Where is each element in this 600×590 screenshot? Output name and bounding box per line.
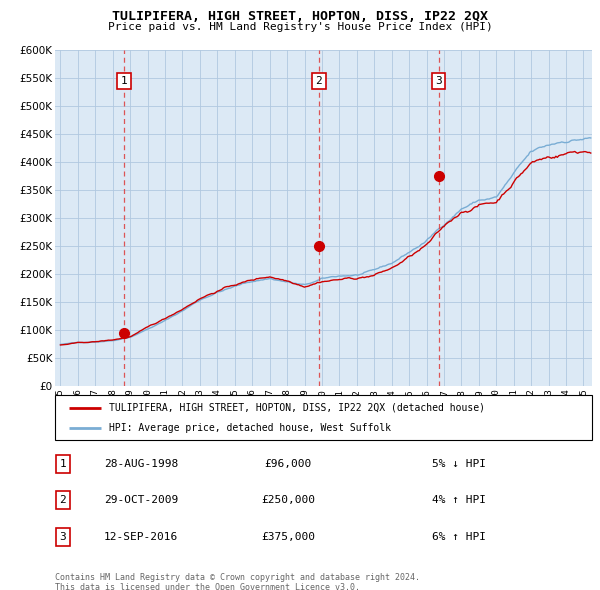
Text: 3: 3 — [59, 532, 67, 542]
Text: TULIPIFERA, HIGH STREET, HOPTON, DISS, IP22 2QX (detached house): TULIPIFERA, HIGH STREET, HOPTON, DISS, I… — [109, 403, 485, 412]
Text: 29-OCT-2009: 29-OCT-2009 — [104, 496, 178, 505]
Text: Contains HM Land Registry data © Crown copyright and database right 2024.: Contains HM Land Registry data © Crown c… — [55, 573, 420, 582]
Text: This data is licensed under the Open Government Licence v3.0.: This data is licensed under the Open Gov… — [55, 583, 360, 590]
Text: 3: 3 — [436, 76, 442, 86]
Text: 28-AUG-1998: 28-AUG-1998 — [104, 459, 178, 468]
Text: 1: 1 — [59, 459, 67, 468]
Text: 2: 2 — [59, 496, 67, 505]
Text: 4% ↑ HPI: 4% ↑ HPI — [432, 496, 486, 505]
Text: 12-SEP-2016: 12-SEP-2016 — [104, 532, 178, 542]
FancyBboxPatch shape — [55, 395, 592, 440]
Text: £375,000: £375,000 — [261, 532, 315, 542]
Text: £96,000: £96,000 — [265, 459, 311, 468]
Text: 5% ↓ HPI: 5% ↓ HPI — [432, 459, 486, 468]
Text: HPI: Average price, detached house, West Suffolk: HPI: Average price, detached house, West… — [109, 424, 391, 434]
Text: 1: 1 — [121, 76, 127, 86]
Text: 6% ↑ HPI: 6% ↑ HPI — [432, 532, 486, 542]
Text: Price paid vs. HM Land Registry's House Price Index (HPI): Price paid vs. HM Land Registry's House … — [107, 22, 493, 32]
Text: TULIPIFERA, HIGH STREET, HOPTON, DISS, IP22 2QX: TULIPIFERA, HIGH STREET, HOPTON, DISS, I… — [112, 10, 488, 23]
Text: £250,000: £250,000 — [261, 496, 315, 505]
Text: 2: 2 — [316, 76, 322, 86]
